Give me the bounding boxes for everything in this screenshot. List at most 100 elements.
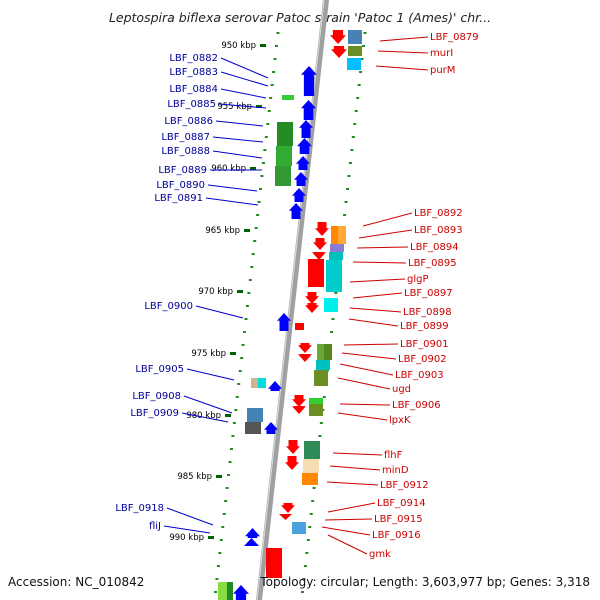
outer-tick bbox=[308, 526, 312, 528]
cog-category-box bbox=[292, 522, 306, 534]
forward-gene-arrow bbox=[292, 188, 306, 202]
gene-label: LBF_0893 bbox=[414, 225, 463, 236]
outer-tick bbox=[357, 84, 361, 86]
forward-gene-arrow bbox=[294, 172, 308, 186]
kbp-tick bbox=[225, 414, 231, 417]
outer-tick bbox=[363, 32, 367, 34]
gene-label: LBF_0903 bbox=[395, 370, 444, 381]
leader-line bbox=[362, 212, 413, 227]
inner-tick bbox=[256, 214, 260, 216]
inner-tick bbox=[273, 58, 277, 60]
outer-tick bbox=[311, 500, 315, 502]
gene-label: flhF bbox=[384, 450, 403, 461]
leader-line bbox=[329, 465, 381, 471]
kbp-tick bbox=[230, 352, 236, 355]
reverse-gene-box bbox=[308, 259, 324, 287]
cog-category-box bbox=[329, 252, 343, 260]
gene-label: LBF_0906 bbox=[392, 400, 441, 411]
leader-line bbox=[339, 403, 391, 406]
inner-tick bbox=[228, 461, 232, 463]
inner-tick bbox=[235, 396, 239, 398]
inner-tick bbox=[274, 45, 278, 47]
leader-line bbox=[327, 502, 376, 513]
inner-tick bbox=[250, 266, 254, 268]
gene-label: lpxK bbox=[389, 415, 411, 426]
gene-label: LBF_0890 bbox=[156, 180, 205, 191]
inner-tick bbox=[213, 591, 217, 593]
genome-backbone bbox=[256, 0, 329, 600]
kbp-label: 965 kbp bbox=[205, 226, 240, 236]
inner-tick bbox=[232, 422, 236, 424]
cog-category-box bbox=[338, 226, 346, 244]
inner-tick bbox=[276, 32, 280, 34]
cog-category-box bbox=[304, 441, 320, 459]
reverse-gene-arrow bbox=[286, 440, 300, 454]
gene-labels: LBF_0882 LBF_0883 LBF_0884 LBF_0885 LBF_0886… bbox=[115, 32, 478, 560]
inner-tick bbox=[218, 552, 222, 554]
gene-label: LBF_0899 bbox=[400, 321, 449, 332]
forward-gene-arrow bbox=[277, 313, 291, 331]
cog-category-box bbox=[309, 398, 323, 404]
leader-line bbox=[356, 246, 409, 249]
gene-label: LBF_0888 bbox=[161, 146, 210, 157]
gene-label: LBF_0909 bbox=[130, 408, 179, 419]
leader-line bbox=[163, 525, 211, 534]
gene-label: minD bbox=[382, 465, 409, 476]
gene-label: LBF_0916 bbox=[372, 530, 421, 541]
leader-line bbox=[337, 412, 388, 421]
reverse-gene-arrow bbox=[298, 354, 312, 362]
leader-line bbox=[326, 481, 379, 486]
forward-gene-arrow bbox=[289, 203, 303, 219]
inner-tick bbox=[269, 97, 273, 99]
gene-label: LBF_0905 bbox=[135, 364, 184, 375]
leader-line bbox=[341, 352, 397, 360]
leader-line bbox=[215, 120, 264, 127]
gene-label: ugd bbox=[392, 384, 411, 395]
leader-line bbox=[352, 261, 407, 264]
forward-gene-arrow bbox=[233, 585, 249, 600]
outer-tick bbox=[306, 539, 310, 541]
inner-tick bbox=[222, 513, 226, 515]
kbp-markers: 950 kbp 955 kbp 960 kbp 965 kbp 970 kbp 975 k… bbox=[169, 41, 266, 543]
inner-tick bbox=[241, 344, 245, 346]
outer-tick bbox=[343, 214, 347, 216]
leader-line bbox=[332, 452, 383, 456]
inner-tick bbox=[272, 71, 276, 73]
gene-label: LBF_0918 bbox=[115, 503, 164, 514]
outer-tick bbox=[319, 422, 323, 424]
outer-tick bbox=[331, 318, 335, 320]
inner-tick bbox=[234, 409, 238, 411]
inner-tick bbox=[215, 578, 219, 580]
cog-category-box bbox=[276, 146, 292, 166]
leader-line bbox=[352, 292, 403, 299]
gene-label: LBF_0912 bbox=[380, 480, 429, 491]
cog-category-box bbox=[309, 404, 323, 416]
outer-tick bbox=[330, 331, 334, 333]
gene-label: glgP bbox=[407, 274, 429, 285]
reverse-gene-arrow bbox=[331, 46, 347, 58]
inner-tick bbox=[261, 162, 265, 164]
outer-tick bbox=[312, 487, 316, 489]
outer-tick bbox=[354, 110, 358, 112]
leader-line bbox=[321, 526, 371, 536]
leader-line bbox=[166, 507, 214, 526]
kbp-tick bbox=[250, 167, 256, 170]
leader-line bbox=[220, 88, 267, 99]
gene-label: LBF_0897 bbox=[404, 288, 453, 299]
leader-line bbox=[349, 278, 406, 283]
cog-category-box bbox=[302, 473, 318, 485]
gene-label: LBF_0883 bbox=[169, 67, 218, 78]
outer-tick bbox=[347, 175, 351, 177]
leader-line bbox=[343, 343, 399, 346]
leader-line bbox=[181, 412, 229, 423]
reverse-gene-arrow bbox=[285, 456, 299, 470]
gene-label: LBF_0901 bbox=[400, 339, 449, 350]
kbp-tick bbox=[216, 475, 222, 478]
inner-tick bbox=[266, 123, 270, 125]
cog-category-box bbox=[317, 344, 325, 360]
forward-gene-arrow bbox=[301, 66, 317, 96]
gene-label: LBF_0882 bbox=[169, 53, 218, 64]
leader-line bbox=[220, 71, 269, 87]
kbp-tick bbox=[208, 536, 214, 539]
